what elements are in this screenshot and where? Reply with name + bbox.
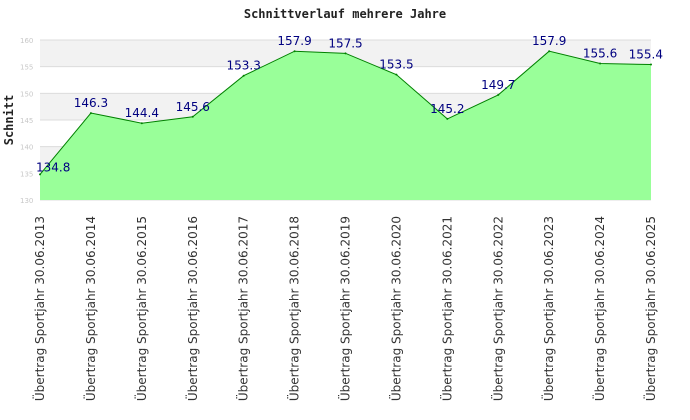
x-tick-label: Übertrag Sportjahr 30.06.2013 [31,216,47,401]
data-point [650,63,652,66]
x-tick-label: Übertrag Sportjahr 30.06.2025 [642,216,658,401]
x-tick-label: Übertrag Sportjahr 30.06.2022 [489,216,505,401]
data-point [497,93,500,96]
y-tick-label: 155 [20,64,33,72]
data-point [344,52,347,55]
x-tick-label: Übertrag Sportjahr 30.06.2017 [235,216,251,401]
x-tick-label: Übertrag Sportjahr 30.06.2014 [82,216,98,401]
x-tick-label: Übertrag Sportjahr 30.06.2019 [337,216,353,401]
data-point [395,73,398,76]
x-tick-label: Übertrag Sportjahr 30.06.2023 [540,216,556,401]
data-label: 155.4 [629,48,663,62]
y-tick-label: 160 [20,37,33,45]
x-tick-label: Übertrag Sportjahr 30.06.2016 [184,216,200,401]
y-tick-label: 135 [20,170,33,178]
data-label: 149.7 [481,78,515,92]
y-tick-label: 140 [20,144,33,152]
data-label: 146.3 [74,96,108,110]
data-label: 157.9 [532,34,566,48]
x-tick-label: Übertrag Sportjahr 30.06.2021 [438,216,454,401]
data-labels: 134.8 146.3 144.4 145.6 153.3 157.9 157.5 153.5… [36,34,663,174]
data-label: 155.6 [583,46,617,60]
x-tick-label: Übertrag Sportjahr 30.06.2024 [591,216,607,401]
x-tick-label: Übertrag Sportjahr 30.06.2015 [133,216,149,401]
y-tick-label: 145 [20,117,33,125]
data-point [140,122,143,125]
data-label: 153.5 [379,58,413,72]
y-tick-label: 130 [20,197,33,205]
x-tick-label: Übertrag Sportjahr 30.06.2018 [286,216,302,401]
data-label: 153.3 [226,59,260,73]
data-point [191,115,194,118]
series-area [39,50,652,201]
data-label: 145.2 [430,102,464,116]
y-tick-label: 150 [20,90,33,98]
data-point [39,173,41,176]
area-fill [40,51,651,201]
data-label: 144.4 [125,106,159,120]
data-point [242,74,245,77]
data-point [293,50,296,53]
data-label: 157.5 [328,36,362,50]
data-point [89,112,92,115]
data-label: 157.9 [277,34,311,48]
x-tick-label: Übertrag Sportjahr 30.06.2020 [387,216,403,401]
y-axis-label: Schnitt [2,95,16,146]
data-point [446,117,449,120]
y-tick-labels: 130 135 140 145 150 155 160 [20,37,33,205]
chart-title: Schnittverlauf mehrere Jahre [244,7,446,21]
data-point [599,62,602,65]
data-label: 145.6 [176,100,210,114]
data-label: 134.8 [36,160,70,174]
x-tick-labels: Übertrag Sportjahr 30.06.2013 Übertrag Sp… [31,216,658,401]
data-point [548,50,551,53]
